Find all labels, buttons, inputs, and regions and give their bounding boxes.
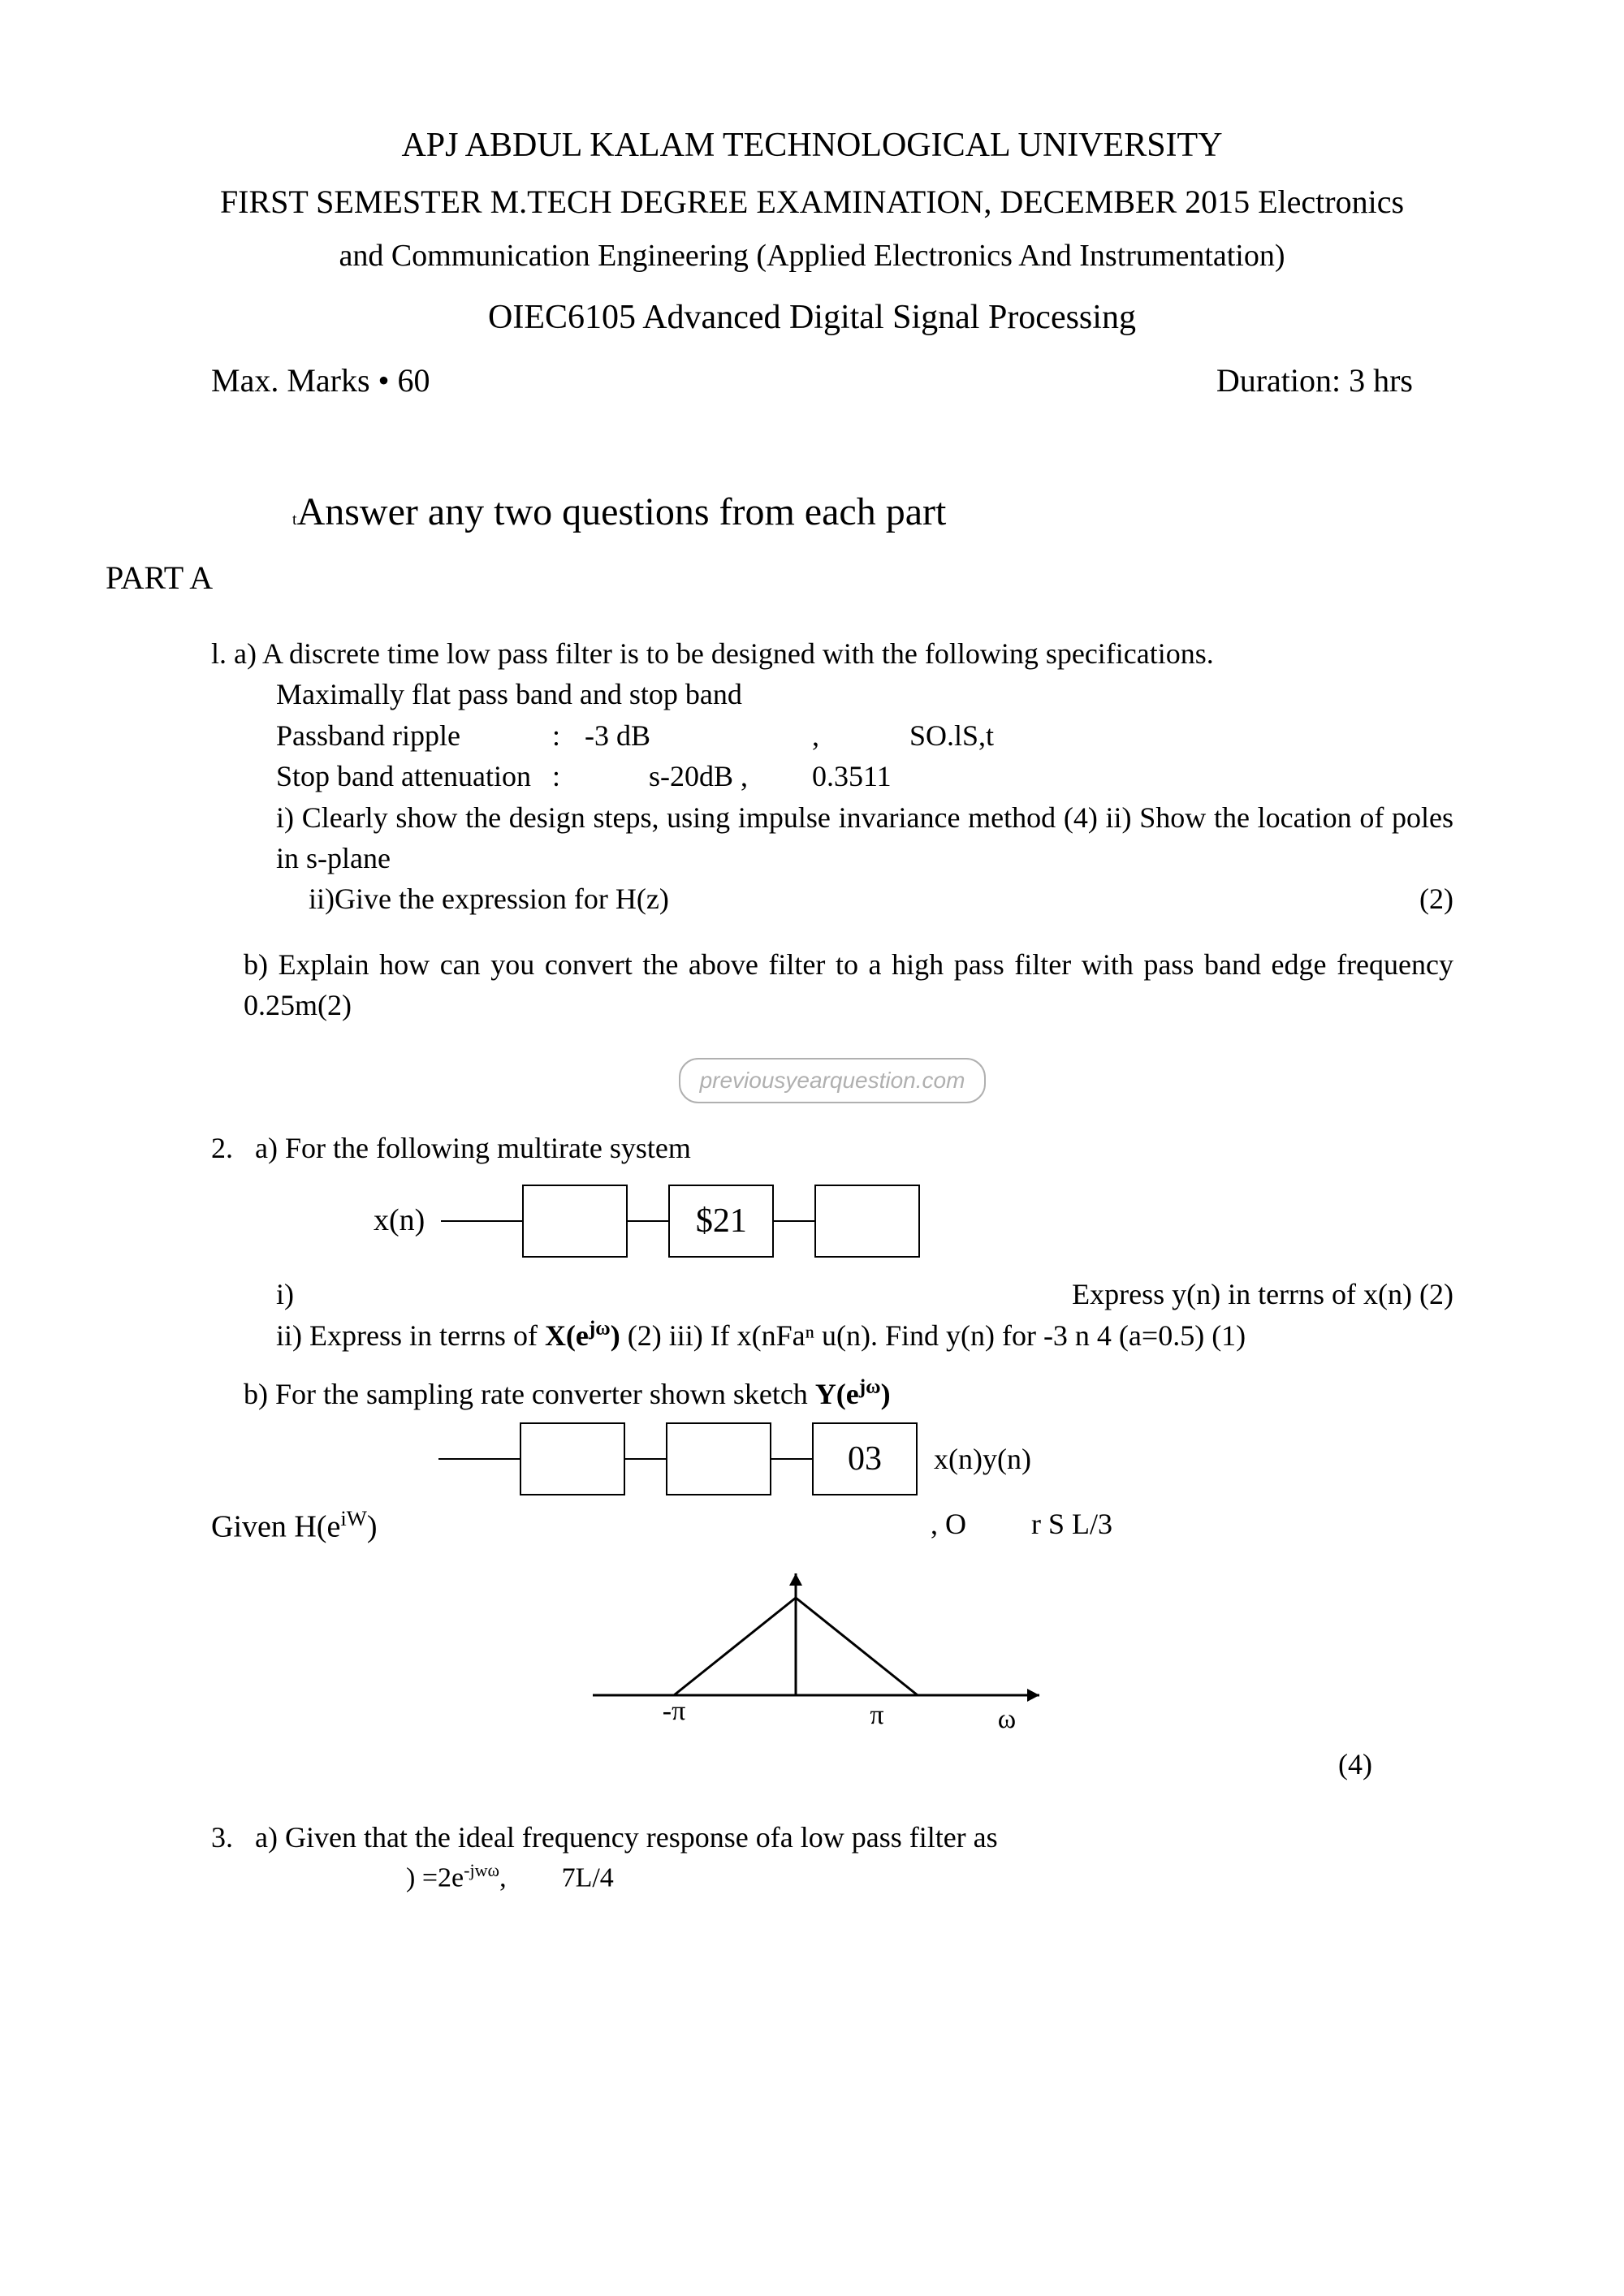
question-2: 2. a) For the following multirate system… bbox=[211, 1128, 1453, 1785]
xlabel-omega: ω bbox=[998, 1704, 1016, 1734]
max-marks: Max. Marks • 60 bbox=[211, 358, 430, 404]
q1-spec3-val1: s-20dB , bbox=[585, 756, 812, 796]
q2-diagram-2: 03 x(n)y(n) bbox=[211, 1422, 1453, 1495]
q1-sub-i: i) Clearly show the design steps, using … bbox=[211, 797, 1453, 879]
formula-close: ) bbox=[881, 1378, 891, 1410]
diagram-box-3 bbox=[814, 1185, 920, 1258]
q3-formula-comma: , bbox=[499, 1862, 507, 1892]
q2-sub-ii-row: ii) Express in terrns of X(ejω) (2) iii)… bbox=[211, 1314, 1453, 1356]
department-line: and Communication Engineering (Applied E… bbox=[97, 235, 1527, 278]
duration: Duration: 3 hrs bbox=[1216, 358, 1413, 404]
q2-given-label: Given H(eiW) bbox=[211, 1504, 378, 1549]
q2-b-line: b) For the sampling rate converter shown… bbox=[211, 1373, 1453, 1414]
q2-sub-ii-rest: (2) iii) If x(nFaⁿ u(n). Find y(n) for -… bbox=[628, 1319, 1246, 1352]
q2-sub-i-right: Express y(n) in terrns of x(n) (2) bbox=[1072, 1274, 1453, 1314]
formula-close: ) bbox=[611, 1319, 620, 1352]
diagram2-right-labels: x(n)y(n) bbox=[934, 1439, 1031, 1479]
q2-sub-i-row: i) Express y(n) in terrns of x(n) (2) bbox=[211, 1274, 1453, 1314]
diagram-wire bbox=[438, 1458, 520, 1460]
q1-sub-ii-body: Give the expression for H(z) bbox=[335, 883, 669, 915]
q3-formula-left: ) =2e bbox=[406, 1862, 464, 1892]
q1-b: b) Explain how can you convert the above… bbox=[211, 944, 1453, 1026]
document-header: APJ ABDUL KALAM TECHNOLOGICAL UNIVERSITY… bbox=[97, 122, 1527, 404]
colon: : bbox=[552, 715, 585, 756]
q1-spec1: Maximally flat pass band and stop band bbox=[211, 674, 1453, 714]
q1-spec2-label: Passband ripple bbox=[276, 715, 552, 756]
q3-formula-right: 7L/4 bbox=[562, 1862, 614, 1892]
q2-sub-ii-text: ii) Express in terrns of bbox=[276, 1319, 538, 1352]
q1-a-line: l. a) A discrete time low pass filter is… bbox=[211, 633, 1453, 674]
part-a-label: PART A bbox=[97, 555, 1527, 601]
q3-a-text: a) Given that the ideal frequency respon… bbox=[255, 1821, 998, 1854]
q2-xn-label: x(n) bbox=[374, 1199, 425, 1242]
q3-formula-exp: -jwω bbox=[464, 1860, 499, 1880]
q2-a-text: a) For the following multirate system bbox=[255, 1132, 691, 1164]
question-1: l. a) A discrete time low pass filter is… bbox=[211, 633, 1453, 1026]
xlabel-pi: π bbox=[870, 1700, 883, 1730]
q2-number: 2. bbox=[211, 1132, 233, 1164]
diagram-box-1 bbox=[522, 1185, 628, 1258]
diagram-wire bbox=[774, 1220, 814, 1222]
course-title: OIEC6105 Advanced Digital Signal Process… bbox=[97, 294, 1527, 342]
diagram-wire bbox=[771, 1458, 812, 1460]
watermark-text: previousyearquestion.com bbox=[679, 1058, 987, 1103]
q2-sub-ii-formula: X(ejω) bbox=[545, 1319, 628, 1352]
university-name: APJ ABDUL KALAM TECHNOLOGICAL UNIVERSITY bbox=[97, 122, 1527, 170]
given-text: Given H(e bbox=[211, 1510, 340, 1544]
given-close: ) bbox=[367, 1510, 378, 1544]
content-area: l. a) A discrete time low pass filter is… bbox=[97, 633, 1527, 1897]
q3-number: 3. bbox=[211, 1821, 233, 1854]
xlabel-neg-pi: -π bbox=[663, 1696, 686, 1726]
diagram-wire bbox=[625, 1458, 666, 1460]
diagram-wire bbox=[441, 1220, 522, 1222]
diagram-wire bbox=[628, 1220, 668, 1222]
q2-diagram-1: x(n) $21 bbox=[211, 1185, 1453, 1258]
question-3: 3. a) Given that the ideal frequency res… bbox=[211, 1817, 1453, 1897]
q1-sub-ii-prefix: ii) bbox=[309, 883, 335, 915]
given-right2: r S L/3 bbox=[1031, 1504, 1112, 1544]
q1-spec2-comma: , bbox=[812, 715, 909, 756]
q1-a-text: a) A discrete time low pass filter is to… bbox=[234, 637, 1214, 670]
q1-spec3-val2: 0.3511 bbox=[812, 756, 892, 796]
q2-sub-i-left: i) bbox=[276, 1274, 294, 1314]
q1-spec2-val1: -3 dB bbox=[585, 715, 812, 756]
marks-duration-row: Max. Marks • 60 Duration: 3 hrs bbox=[97, 358, 1527, 404]
q3-a-line: 3. a) Given that the ideal frequency res… bbox=[211, 1817, 1453, 1858]
q3-formula-row: ) =2e-jwω, 7L/4 bbox=[211, 1858, 1453, 1897]
diagram2-xnyn: x(n)y(n) bbox=[934, 1439, 1031, 1479]
given-right1: , O bbox=[931, 1504, 966, 1544]
q2-b-formula: Y(ejω) bbox=[815, 1378, 891, 1410]
q1-number: l. bbox=[211, 637, 227, 670]
colon: : bbox=[552, 756, 585, 796]
given-exp: iW bbox=[340, 1506, 367, 1530]
q1-sub-ii-text: ii)Give the expression for H(z) bbox=[309, 878, 669, 919]
formula-exp: jω bbox=[859, 1376, 881, 1398]
q2-mark-4: (4) bbox=[211, 1744, 1453, 1785]
diagram2-box-2 bbox=[666, 1422, 771, 1495]
q1-spec2-val2: SO.lS,t bbox=[909, 715, 994, 756]
diagram2-box-3: 03 bbox=[812, 1422, 918, 1495]
diagram2-box-1 bbox=[520, 1422, 625, 1495]
q2-given-row: Given H(eiW) , O r S L/3 bbox=[211, 1504, 1453, 1549]
instruction-line: tAnswer any two questions from each part bbox=[97, 485, 1527, 539]
q1-sub-ii-mark: (2) bbox=[1419, 878, 1453, 919]
q2-b-text: b) For the sampling rate converter shown… bbox=[244, 1378, 808, 1410]
spectrum-diagram: -π π ω bbox=[552, 1557, 1121, 1736]
diagram-box-center: $21 bbox=[668, 1185, 774, 1258]
q1-spec3-row: Stop band attenuation : s-20dB , 0.3511 bbox=[211, 756, 1453, 796]
q1-sub-ii-row: ii)Give the expression for H(z) (2) bbox=[211, 878, 1453, 919]
formula-y: Y(e bbox=[815, 1378, 859, 1410]
exam-title: FIRST SEMESTER M.TECH DEGREE EXAMINATION… bbox=[97, 179, 1527, 225]
q1-spec2-row: Passband ripple : -3 dB , SO.lS,t bbox=[211, 715, 1453, 756]
watermark: previousyearquestion.com bbox=[211, 1058, 1453, 1103]
instruction-text: Answer any two questions from each part bbox=[297, 490, 947, 533]
formula-x: X(e bbox=[545, 1319, 589, 1352]
q1-spec3-label: Stop band attenuation bbox=[276, 756, 552, 796]
formula-exp: jω bbox=[589, 1318, 611, 1340]
q2-a-line: 2. a) For the following multirate system bbox=[211, 1128, 1453, 1168]
